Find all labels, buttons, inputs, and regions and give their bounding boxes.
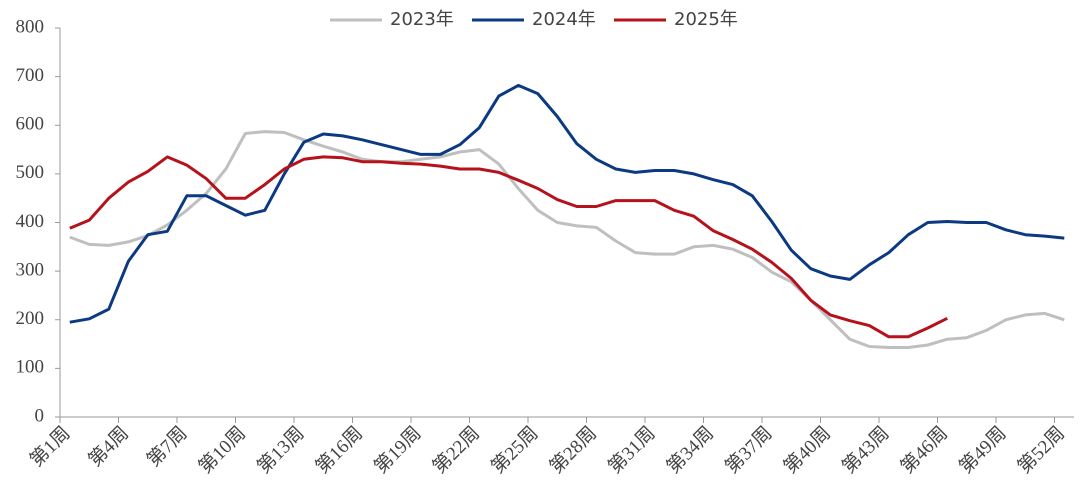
y-tick-label: 600 <box>16 114 45 135</box>
y-tick-label: 500 <box>16 162 45 183</box>
x-tick-label: 第49周 <box>955 422 1011 478</box>
x-tick-label: 第19周 <box>370 422 426 478</box>
x-tick-label: 第46周 <box>896 422 952 478</box>
x-tick-label: 第40周 <box>779 422 835 478</box>
legend-label: 2024年 <box>532 9 596 30</box>
x-tick-label: 第16周 <box>311 422 367 478</box>
x-tick-label: 第31周 <box>604 422 660 478</box>
x-tick-label: 第10周 <box>194 422 250 478</box>
y-tick-label: 100 <box>16 357 45 378</box>
y-tick-label: 0 <box>35 405 45 426</box>
x-tick-label: 第22周 <box>428 422 484 478</box>
x-tick-label: 第4周 <box>84 422 133 471</box>
legend-label: 2025年 <box>674 9 738 30</box>
series-line <box>69 155 948 339</box>
legend-label: 2023年 <box>390 9 454 30</box>
x-tick-label: 第34周 <box>662 422 718 478</box>
x-tick-label: 第1周 <box>25 422 74 471</box>
y-tick-label: 200 <box>16 308 45 329</box>
y-tick-label: 400 <box>16 211 45 232</box>
y-tick-label: 300 <box>16 259 45 280</box>
x-tick-label: 第43周 <box>838 422 894 478</box>
x-tick-label: 第37周 <box>721 422 777 478</box>
x-tick-label: 第13周 <box>253 422 309 478</box>
x-tick-label: 第52周 <box>1013 422 1069 478</box>
x-tick-label: 第25周 <box>487 422 543 478</box>
series-line <box>69 83 1065 324</box>
y-tick-label: 700 <box>16 65 45 86</box>
series-line <box>69 130 1065 349</box>
y-tick-label: 800 <box>16 16 45 37</box>
x-tick-label: 第28周 <box>545 422 601 478</box>
x-tick-label: 第7周 <box>142 422 191 471</box>
